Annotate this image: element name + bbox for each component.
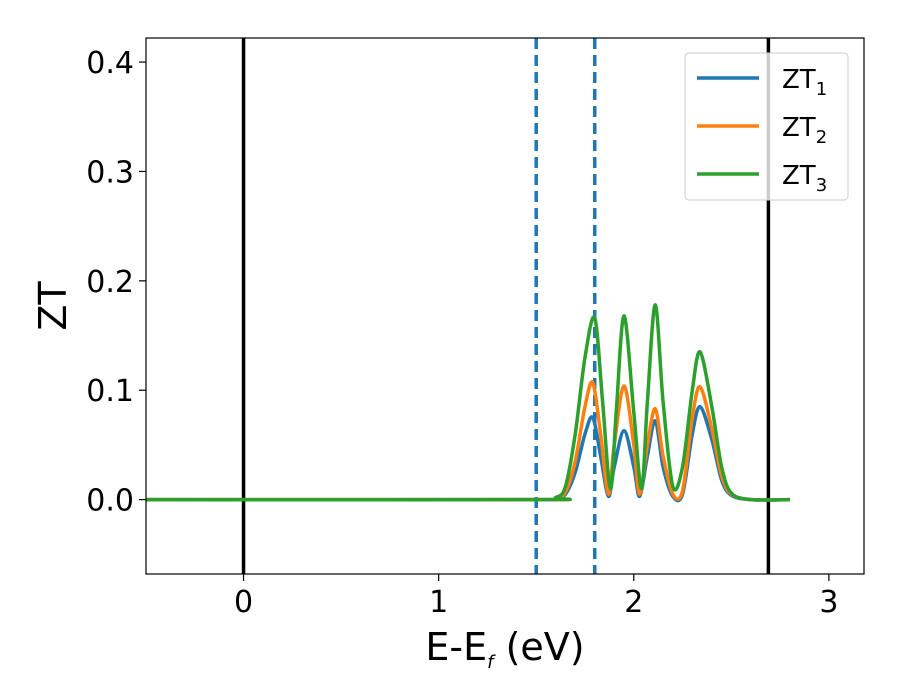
y-axis: 0.0 0.1 0.2 0.3 0.4 xyxy=(86,46,146,519)
legend-label-1: ZT1 xyxy=(782,65,827,100)
x-axis: 0 1 2 3 xyxy=(234,574,838,620)
y-axis-label: ZT xyxy=(31,281,75,331)
y-tick-label: 0.1 xyxy=(86,374,134,409)
series-lines xyxy=(146,303,790,503)
y-tick-label: 0.3 xyxy=(86,155,134,190)
plot-frame xyxy=(145,37,865,575)
x-axis-label: E-Ef (eV) xyxy=(425,625,584,673)
legend-label-2: ZT2 xyxy=(782,113,827,148)
x-tick-label: 0 xyxy=(234,585,253,620)
y-tick-label: 0.4 xyxy=(86,46,134,81)
legend: ZT1 ZT2 ZT3 xyxy=(684,52,849,201)
x-tick-label: 2 xyxy=(624,585,643,620)
x-tick-label: 1 xyxy=(429,585,448,620)
x-tick-label: 3 xyxy=(819,585,838,620)
legend-label-3: ZT3 xyxy=(782,161,827,196)
series-line-3 xyxy=(146,303,790,502)
legend-box xyxy=(684,52,849,201)
y-tick-label: 0.2 xyxy=(86,265,134,300)
y-tick-label: 0.0 xyxy=(86,484,134,519)
